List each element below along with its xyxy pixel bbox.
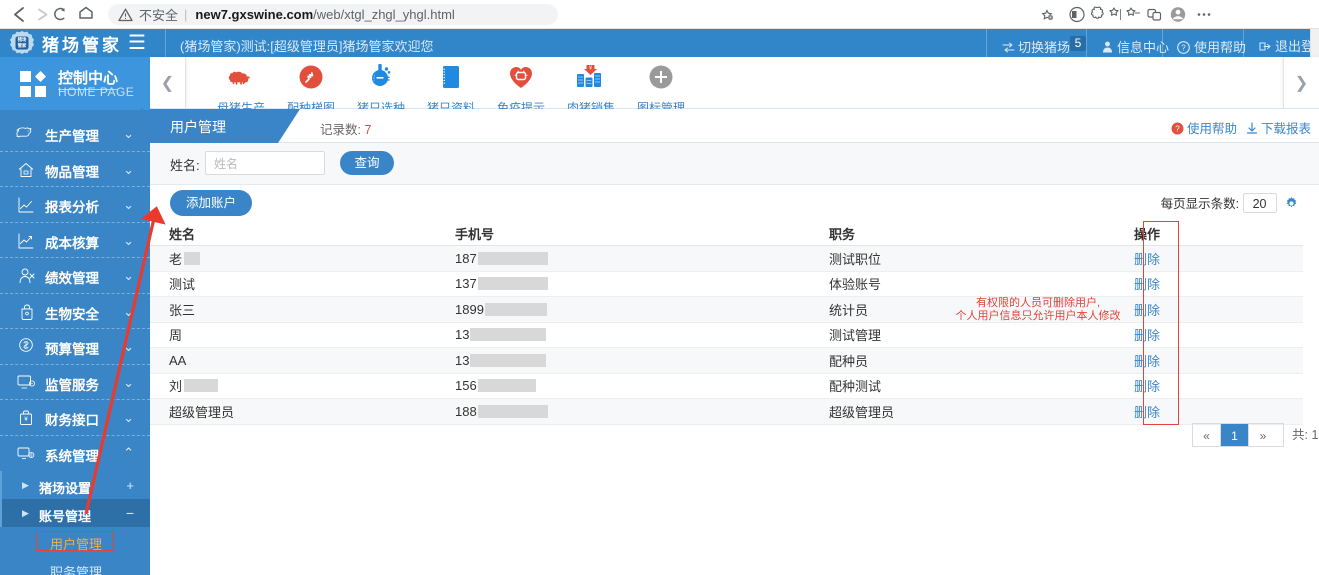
- svg-text:+: +: [1049, 15, 1052, 20]
- svg-text:¥: ¥: [24, 417, 28, 423]
- svg-text:?: ?: [1175, 125, 1180, 134]
- svg-text:?: ?: [1181, 44, 1186, 53]
